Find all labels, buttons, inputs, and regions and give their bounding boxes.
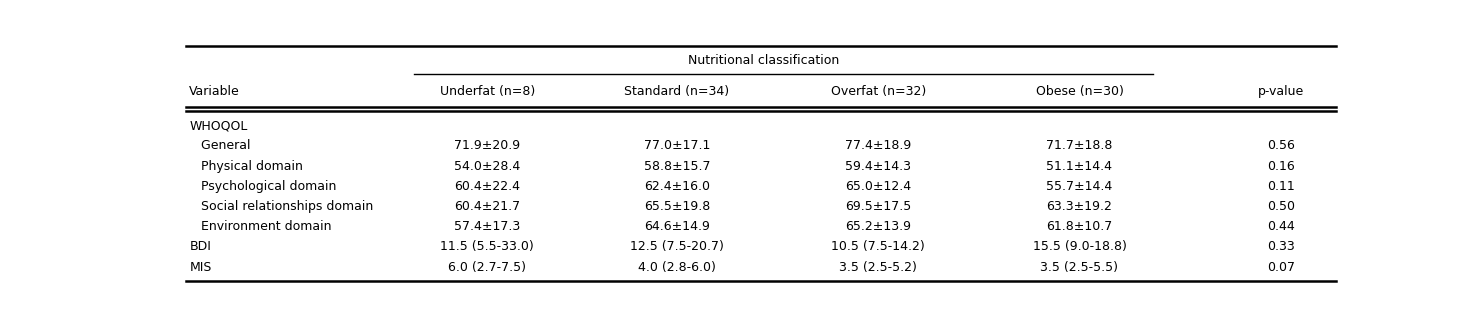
Text: 65.0±12.4: 65.0±12.4	[844, 180, 911, 193]
Text: 3.5 (2.5-5.2): 3.5 (2.5-5.2)	[840, 260, 917, 274]
Text: 10.5 (7.5-14.2): 10.5 (7.5-14.2)	[831, 240, 925, 253]
Text: p-value: p-value	[1257, 85, 1304, 98]
Text: WHOQOL: WHOQOL	[190, 119, 248, 132]
Text: 55.7±14.4: 55.7±14.4	[1046, 180, 1113, 193]
Text: 77.4±18.9: 77.4±18.9	[844, 139, 911, 153]
Text: 57.4±17.3: 57.4±17.3	[454, 220, 521, 233]
Text: 58.8±15.7: 58.8±15.7	[644, 160, 711, 173]
Text: 11.5 (5.5-33.0): 11.5 (5.5-33.0)	[441, 240, 534, 253]
Text: Obese (n=30): Obese (n=30)	[1036, 85, 1123, 98]
Text: 61.8±10.7: 61.8±10.7	[1046, 220, 1113, 233]
Text: Underfat (n=8): Underfat (n=8)	[439, 85, 534, 98]
Text: 0.16: 0.16	[1267, 160, 1294, 173]
Text: Physical domain: Physical domain	[190, 160, 303, 173]
Text: Standard (n=34): Standard (n=34)	[625, 85, 730, 98]
Text: 63.3±19.2: 63.3±19.2	[1046, 200, 1113, 213]
Text: 0.56: 0.56	[1267, 139, 1294, 153]
Text: BDI: BDI	[190, 240, 211, 253]
Text: 3.5 (2.5-5.5): 3.5 (2.5-5.5)	[1040, 260, 1119, 274]
Text: 0.44: 0.44	[1267, 220, 1294, 233]
Text: Nutritional classification: Nutritional classification	[689, 54, 840, 67]
Text: Environment domain: Environment domain	[190, 220, 332, 233]
Text: 0.07: 0.07	[1267, 260, 1294, 274]
Text: General: General	[190, 139, 251, 153]
Text: Psychological domain: Psychological domain	[190, 180, 337, 193]
Text: Overfat (n=32): Overfat (n=32)	[831, 85, 926, 98]
Text: 64.6±14.9: 64.6±14.9	[644, 220, 709, 233]
Text: 54.0±28.4: 54.0±28.4	[454, 160, 521, 173]
Text: 60.4±22.4: 60.4±22.4	[454, 180, 521, 193]
Text: 71.7±18.8: 71.7±18.8	[1046, 139, 1113, 153]
Text: Variable: Variable	[190, 85, 240, 98]
Text: 15.5 (9.0-18.8): 15.5 (9.0-18.8)	[1033, 240, 1126, 253]
Text: 69.5±17.5: 69.5±17.5	[844, 200, 911, 213]
Text: 0.33: 0.33	[1267, 240, 1294, 253]
Text: 77.0±17.1: 77.0±17.1	[644, 139, 711, 153]
Text: 59.4±14.3: 59.4±14.3	[846, 160, 911, 173]
Text: 65.2±13.9: 65.2±13.9	[846, 220, 911, 233]
Text: 71.9±20.9: 71.9±20.9	[454, 139, 521, 153]
Text: 0.11: 0.11	[1267, 180, 1294, 193]
Text: 0.50: 0.50	[1267, 200, 1294, 213]
Text: 4.0 (2.8-6.0): 4.0 (2.8-6.0)	[638, 260, 715, 274]
Text: MIS: MIS	[190, 260, 212, 274]
Text: 60.4±21.7: 60.4±21.7	[454, 200, 521, 213]
Text: 6.0 (2.7-7.5): 6.0 (2.7-7.5)	[448, 260, 527, 274]
Text: 62.4±16.0: 62.4±16.0	[644, 180, 709, 193]
Text: 51.1±14.4: 51.1±14.4	[1046, 160, 1113, 173]
Text: 65.5±19.8: 65.5±19.8	[644, 200, 709, 213]
Text: Social relationships domain: Social relationships domain	[190, 200, 374, 213]
Text: 12.5 (7.5-20.7): 12.5 (7.5-20.7)	[631, 240, 724, 253]
